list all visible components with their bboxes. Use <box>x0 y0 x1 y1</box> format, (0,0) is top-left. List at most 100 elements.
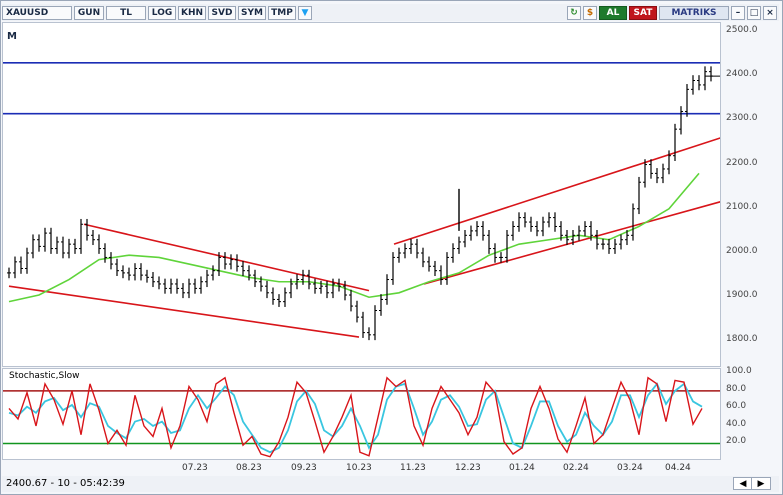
price-bar <box>529 216 533 232</box>
price-bar <box>127 267 131 281</box>
minimize-icon[interactable]: – <box>731 5 745 20</box>
scroll-right-icon[interactable]: ▶ <box>751 477 771 490</box>
price-bar <box>211 265 215 281</box>
tmp-button[interactable]: TMP <box>268 5 296 20</box>
date-tick-label: 01.24 <box>509 463 535 473</box>
svd-label: SVD <box>211 7 233 18</box>
price-bar <box>601 238 605 250</box>
price-tick-label: 2400.0 <box>726 69 758 80</box>
price-bar <box>115 258 119 276</box>
price-bar <box>463 230 467 248</box>
date-tick-label: 08.23 <box>236 463 262 473</box>
date-axis: 07.23 08.23 09.23 10.23 11.23 12.23 01.24 02.24… <box>2 461 721 475</box>
sell-button[interactable]: SAT <box>629 5 657 20</box>
price-bar <box>199 276 203 294</box>
price-bar <box>475 221 479 237</box>
price-bar <box>307 269 311 290</box>
price-bar <box>229 254 233 270</box>
price-bar <box>685 84 689 117</box>
price-bar <box>649 159 653 179</box>
date-tick-label: 07.23 <box>182 463 208 473</box>
price-bar <box>277 294 281 307</box>
price-tick-label: 1900.0 <box>726 290 758 301</box>
stochastic-k-line <box>8 376 703 458</box>
price-bar <box>709 66 713 82</box>
price-bar <box>253 269 257 288</box>
price-bar <box>319 280 323 294</box>
price-panel[interactable]: M <box>2 22 721 367</box>
date-tick-label: 12.23 <box>455 463 481 473</box>
refresh-icon[interactable]: ↻ <box>567 5 581 20</box>
sell-label: SAT <box>633 7 653 18</box>
price-bar <box>361 311 365 338</box>
price-bar <box>331 278 335 299</box>
price-bar <box>427 256 431 272</box>
buy-button[interactable]: AL <box>599 5 627 20</box>
price-bar <box>301 269 305 285</box>
stochastic-title: Stochastic,Slow <box>9 371 80 381</box>
price-bar <box>31 234 35 259</box>
stochastic-panel[interactable]: Stochastic,Slow <box>2 368 721 460</box>
stochastic-tick-label: 100.0 <box>726 366 752 377</box>
price-bar <box>139 263 143 281</box>
tmp-label: TMP <box>271 7 293 18</box>
cursor-readout: 2400.67 - 10 - 05:42:39 <box>6 478 125 489</box>
price-bar <box>121 265 125 279</box>
price-bar <box>289 278 293 299</box>
price-bar <box>49 227 53 254</box>
log-scale-button[interactable]: LOG <box>148 5 176 20</box>
symbol-selector[interactable]: XAUUSD <box>2 5 72 20</box>
price-bar <box>655 168 659 184</box>
khn-button[interactable]: KHN <box>178 5 206 20</box>
price-tick-label: 2200.0 <box>726 157 758 168</box>
restore-icon[interactable]: □ <box>747 5 761 20</box>
price-bar <box>61 236 65 259</box>
price-bar <box>103 243 107 263</box>
stochastic-tick-label: 80.0 <box>726 383 747 394</box>
stochastic-tick-label: 40.0 <box>726 418 747 429</box>
price-bar <box>13 256 17 279</box>
price-tick-label: 2100.0 <box>726 201 758 212</box>
price-bar <box>499 252 503 263</box>
date-tick-label: 11.23 <box>400 463 426 473</box>
price-bar <box>385 274 389 305</box>
price-bar <box>451 243 455 263</box>
period-button[interactable]: GUN <box>74 5 104 20</box>
price-bar <box>259 276 263 292</box>
price-bar <box>433 260 437 276</box>
stochastic-chart <box>3 376 720 458</box>
date-tick-label: 04.24 <box>665 463 691 473</box>
price-bar <box>517 212 521 232</box>
price-bar <box>25 247 29 274</box>
currency-button[interactable]: TL <box>106 5 146 20</box>
scroll-left-icon[interactable]: ◀ <box>733 477 753 490</box>
price-bar <box>73 238 77 254</box>
price-bar <box>241 260 245 276</box>
sym-button[interactable]: SYM <box>238 5 266 20</box>
period-label: GUN <box>77 7 101 18</box>
price-bar <box>691 75 695 95</box>
price-bar <box>265 280 269 299</box>
price-bar <box>193 278 197 294</box>
date-tick-label: 10.23 <box>346 463 372 473</box>
svd-button[interactable]: SVD <box>208 5 236 20</box>
price-bar <box>547 212 551 228</box>
price-bar <box>349 289 353 312</box>
channel-line-0 <box>83 223 370 292</box>
price-bar <box>271 287 275 305</box>
price-bar <box>37 234 41 252</box>
price-bar <box>583 221 587 237</box>
currency-icon[interactable]: $ <box>583 5 597 20</box>
price-bar <box>133 263 137 281</box>
price-bar <box>553 212 557 232</box>
close-icon[interactable]: × <box>763 5 777 20</box>
twitter-icon[interactable]: ▼ <box>298 5 312 20</box>
moving-average-line <box>8 172 700 303</box>
price-bar <box>187 278 191 299</box>
price-bar <box>283 287 287 307</box>
status-bar: 2400.67 - 10 - 05:42:39 ◀ ▶ <box>2 476 779 492</box>
price-bar <box>181 283 185 299</box>
price-bar <box>637 176 641 215</box>
price-bar <box>397 247 401 263</box>
price-bar <box>55 236 59 254</box>
